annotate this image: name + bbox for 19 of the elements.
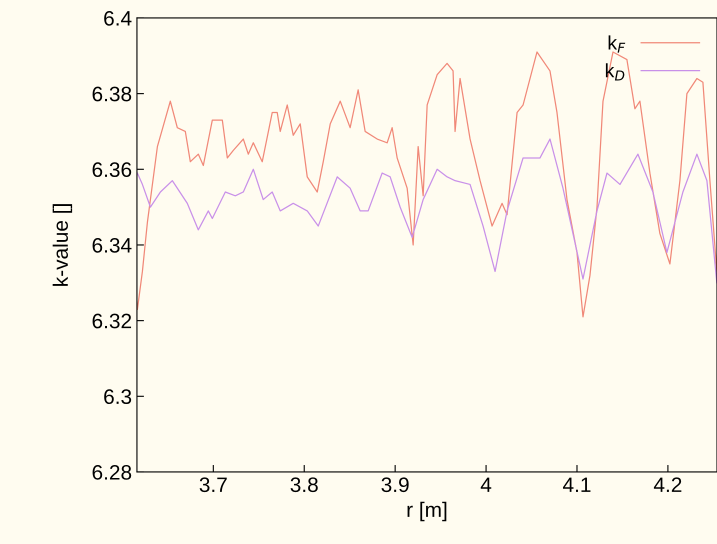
y-tick-label: 6.38	[92, 86, 132, 102]
y-tick-label: 6.4	[104, 10, 132, 26]
y-tick-label: 6.36	[92, 162, 132, 178]
x-tick-label: 3.8	[290, 477, 318, 492]
y-tick-label: 6.34	[92, 238, 132, 253]
x-axis-title: r [m]	[408, 502, 446, 522]
y-axis-title: k-value []	[52, 204, 72, 286]
y-tick-label: 6.32	[92, 314, 132, 328]
y-tick-label: 6.3	[104, 389, 132, 404]
x-tick-label: 3.7	[200, 477, 227, 492]
x-tick-label: 3.9	[381, 477, 409, 492]
x-tick-label: 4	[480, 478, 492, 492]
line-series	[136, 51, 717, 318]
legend-label: k$_{D}$	[606, 63, 624, 80]
x-tick-label: 4.2	[654, 477, 682, 492]
x-tick-label: 4.1	[562, 478, 590, 492]
legend-label: k$_{F}$	[608, 35, 626, 53]
line-series	[136, 138, 717, 284]
y-tick-label: 6.28	[92, 464, 132, 480]
